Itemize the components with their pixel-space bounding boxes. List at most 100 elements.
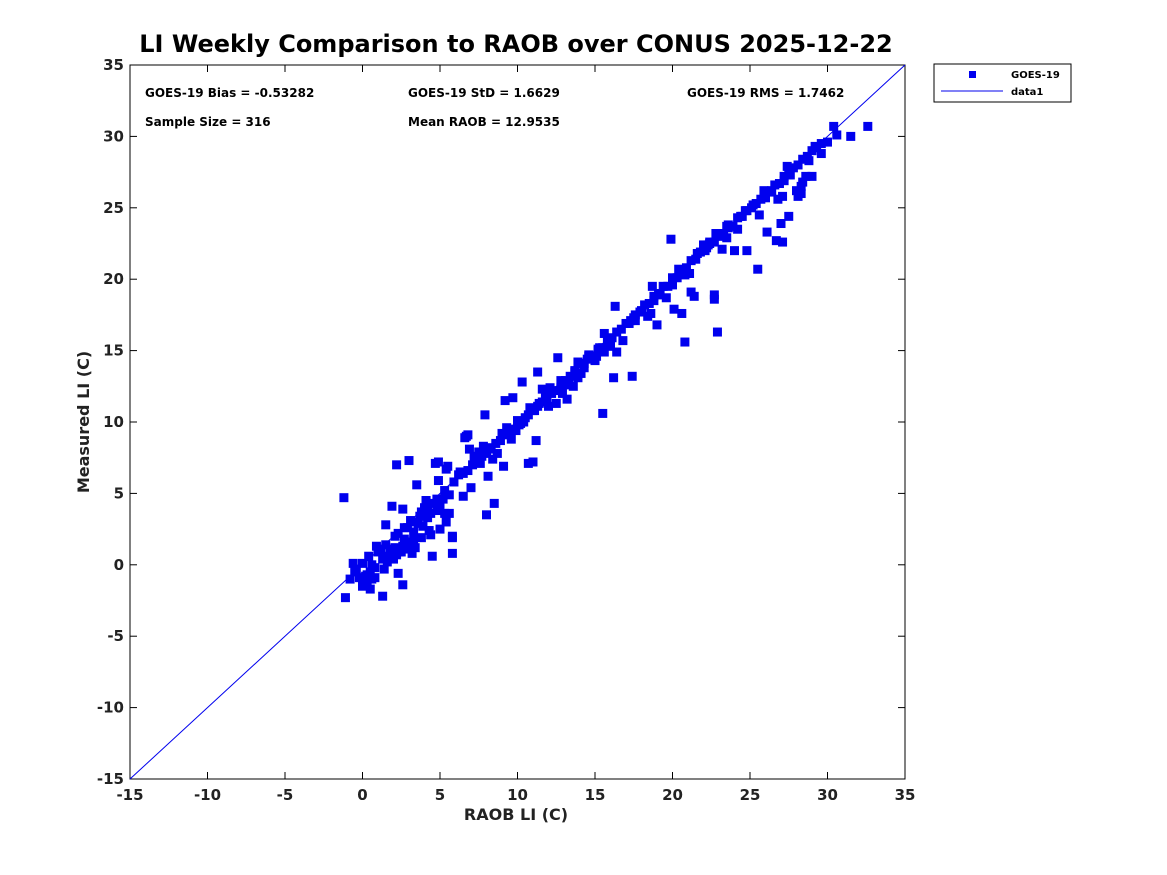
data-point [463, 466, 473, 476]
data-point [441, 517, 451, 527]
data-point [489, 498, 499, 508]
data-point [517, 377, 527, 387]
data-point [598, 408, 608, 418]
data-point [509, 424, 519, 434]
data-point [685, 268, 695, 278]
data-point [390, 531, 400, 541]
data-point [499, 461, 509, 471]
data-point [593, 346, 603, 356]
data-point [640, 300, 650, 310]
data-point [669, 304, 679, 314]
data-point [365, 584, 375, 594]
data-point [621, 318, 631, 328]
y-tick-label: 5 [114, 484, 124, 502]
x-tick-label: 25 [740, 786, 761, 804]
legend: GOES-19 data1 [933, 63, 1072, 103]
data-point [609, 373, 619, 383]
data-point [381, 540, 391, 550]
data-point [647, 281, 657, 291]
data-point [528, 457, 538, 467]
data-point [644, 298, 654, 308]
data-point [472, 457, 482, 467]
data-point [778, 237, 788, 247]
data-point [340, 593, 350, 603]
data-point [551, 398, 561, 408]
x-tick-label: -10 [194, 786, 221, 804]
data-point [759, 186, 769, 196]
data-point [514, 420, 524, 430]
data-point [533, 367, 543, 377]
data-point [547, 388, 557, 398]
data-point [654, 288, 664, 298]
data-point [672, 273, 682, 283]
data-point [796, 181, 806, 191]
data-point [389, 554, 398, 564]
data-point [495, 436, 505, 446]
data-point [371, 541, 381, 551]
data-point [709, 294, 719, 304]
data-point [399, 534, 409, 544]
data-point [602, 337, 612, 347]
data-point [649, 291, 659, 301]
data-point [695, 247, 705, 257]
data-point [863, 121, 873, 131]
data-point [668, 280, 677, 290]
data-point [480, 410, 490, 420]
data-point [747, 203, 757, 213]
data-point [807, 146, 817, 156]
data-point [350, 567, 360, 577]
legend-marker-square-icon [969, 71, 976, 78]
data-point [774, 179, 784, 189]
data-point [447, 531, 457, 541]
data-point [362, 570, 372, 580]
data-point [700, 246, 710, 256]
data-point [663, 281, 673, 291]
data-point [762, 227, 772, 237]
data-point [523, 458, 533, 468]
stat-sample-size: Sample Size = 316 [145, 115, 271, 129]
data-point [382, 553, 392, 563]
data-point [378, 591, 388, 601]
data-point [438, 494, 448, 504]
data-point [399, 523, 409, 533]
data-point [798, 154, 808, 164]
data-point [561, 376, 571, 386]
data-point [533, 401, 543, 411]
data-point [570, 367, 580, 377]
data-point [407, 517, 417, 527]
data-point [756, 194, 766, 204]
data-point [712, 327, 722, 337]
data-point [652, 320, 662, 330]
data-point [779, 171, 789, 181]
data-point [629, 313, 639, 323]
data-point [782, 161, 792, 171]
data-point [722, 233, 732, 243]
data-point [751, 199, 761, 209]
stat-std: GOES-19 StD = 1.6629 [408, 86, 560, 100]
data-point [415, 511, 425, 521]
data-point [556, 376, 566, 386]
data-point [573, 357, 583, 367]
data-point [612, 327, 622, 337]
data-point [666, 234, 676, 244]
data-point [658, 281, 668, 291]
data-point [478, 441, 488, 451]
data-point [370, 573, 380, 583]
data-point [444, 490, 454, 500]
data-point [709, 237, 719, 247]
data-point [435, 524, 445, 534]
data-point [792, 186, 801, 196]
data-point [440, 508, 450, 518]
data-point [829, 121, 839, 131]
axis-ticks [129, 64, 906, 780]
data-point [424, 526, 434, 536]
data-point [458, 468, 468, 478]
data-point [742, 246, 752, 256]
data-point [385, 544, 395, 554]
data-point [754, 210, 764, 220]
data-point [537, 384, 547, 394]
legend-label-data1: data1 [1011, 87, 1043, 98]
data-point [410, 543, 420, 553]
data-point [364, 551, 374, 561]
